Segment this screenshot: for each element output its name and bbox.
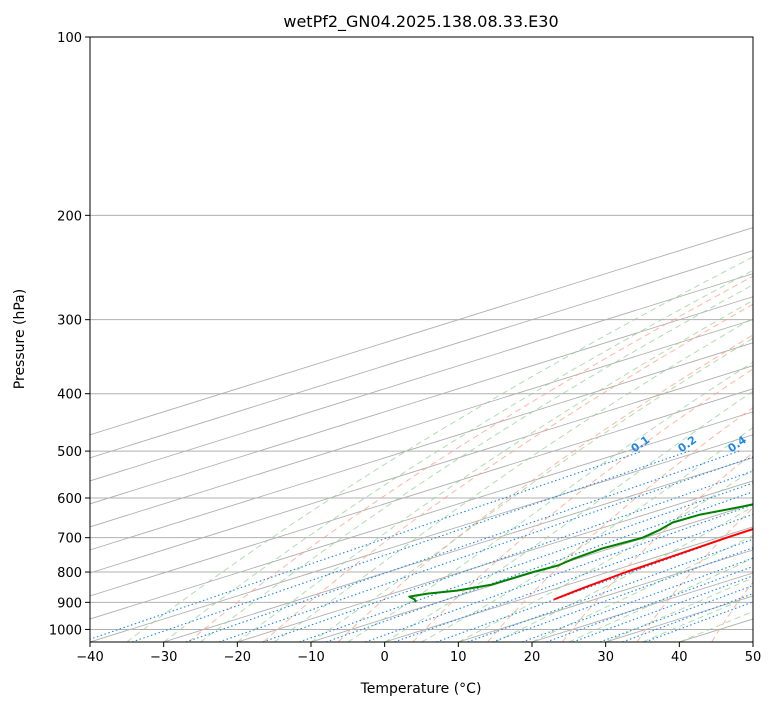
plot-area: 0.10.20.40.611.52346810131620253036-100-… <box>90 37 775 642</box>
dry-adiabat-line <box>636 506 753 642</box>
y-tick-label: 700 <box>57 532 82 547</box>
profile-series <box>408 503 753 603</box>
mixing-ratio-line <box>365 504 753 642</box>
isotherm-line <box>90 319 753 528</box>
x-tick-label: 30 <box>597 650 614 665</box>
chart-title: wetPf2_GN04.2025.138.08.33.E30 <box>283 12 558 32</box>
isotherm-line <box>237 480 753 642</box>
mixing-ratio-line <box>572 575 753 642</box>
x-tick-label: −20 <box>224 650 251 665</box>
mixing-ratio-label: 0.6 <box>756 433 775 455</box>
y-tick-label: 900 <box>57 596 82 611</box>
isotherm-line <box>679 618 753 642</box>
y-tick-label: 1000 <box>49 623 82 638</box>
y-tick-label: 100 <box>57 31 82 46</box>
y-axis-label: Pressure (hPa) <box>12 289 28 389</box>
isotherm-line <box>90 365 753 574</box>
isotherm-line <box>163 457 753 642</box>
isotherm-line <box>90 342 753 551</box>
x-tick-label: 40 <box>671 650 688 665</box>
isotherm-line <box>90 411 753 620</box>
y-axis-ticks: 100 200 300 400 500 600 700 800 900 1000 <box>49 31 90 638</box>
y-tick-label: 600 <box>57 492 82 507</box>
moist-adiabat-line <box>421 426 753 642</box>
moist-adiabat-line <box>200 284 753 642</box>
isotherm-line <box>384 526 753 642</box>
isotherm-line <box>531 572 753 642</box>
y-tick-label: 400 <box>57 388 82 403</box>
isotherm-line <box>90 227 753 436</box>
moist-adiabat-line <box>273 317 753 642</box>
mixing-ratio-line <box>131 450 690 642</box>
mixing-ratio-line <box>185 450 740 642</box>
isotherm-line <box>90 273 753 482</box>
x-axis-label: Temperature (°C) <box>360 681 482 697</box>
moist-adiabat-line <box>310 337 753 642</box>
isotherm-line <box>752 641 753 642</box>
mixing-ratio-line <box>546 565 753 642</box>
isotherm-line <box>90 434 753 642</box>
x-tick-label: 10 <box>450 650 467 665</box>
moist-adiabat-line <box>531 534 753 642</box>
isotherm-line <box>310 503 753 642</box>
dry-adiabat-line <box>711 581 753 642</box>
x-tick-label: 20 <box>524 650 541 665</box>
moist-adiabat-line <box>494 506 753 642</box>
x-axis-ticks: −40 −30 −20 −10 0 10 20 30 40 50 <box>76 642 761 665</box>
y-tick-label: 500 <box>57 445 82 460</box>
x-tick-label: −30 <box>150 650 177 665</box>
y-tick-label: 200 <box>57 209 82 224</box>
mixing-ratio-line <box>90 450 643 640</box>
moist-adiabat-line <box>126 256 753 642</box>
dry-adiabat-line <box>188 275 753 642</box>
mixing-ratio-lines <box>90 450 753 642</box>
horizontal-gridlines <box>90 37 753 630</box>
temperature-profile-line <box>553 528 753 601</box>
moist-adiabat-line <box>642 594 753 642</box>
dewpoint-profile-line <box>408 503 753 603</box>
mixing-ratio-line <box>262 470 753 642</box>
isotherm-line <box>90 296 753 505</box>
mixing-ratio-line <box>325 491 753 642</box>
moist-adiabat-line <box>384 390 753 642</box>
isotherm-line <box>90 388 753 597</box>
x-tick-label: −10 <box>297 650 324 665</box>
x-tick-label: −40 <box>76 650 103 665</box>
mixing-ratio-line <box>521 557 753 642</box>
dry-adiabat-line <box>561 451 753 642</box>
dry-adiabat-line <box>412 368 753 642</box>
mixing-ratio-line <box>218 456 753 642</box>
y-tick-label: 300 <box>57 314 82 329</box>
moist-adiabat-line <box>605 577 753 642</box>
moist-adiabat-line <box>237 299 753 642</box>
mixing-ratio-line <box>492 547 753 642</box>
moist-adiabat-line <box>679 610 753 642</box>
isotherm-line <box>90 250 753 459</box>
moist-adiabats <box>126 256 753 642</box>
dry-adiabat-line <box>263 303 753 642</box>
dry-adiabat-line <box>337 334 753 642</box>
moist-adiabat-line <box>568 557 753 642</box>
dry-adiabats <box>188 275 753 642</box>
dry-adiabat-line <box>487 406 753 642</box>
mixing-ratio-label: 0.2 <box>676 433 699 455</box>
plot-frame <box>89 36 754 643</box>
y-tick-label: 800 <box>57 566 82 581</box>
moist-adiabat-line <box>163 269 753 642</box>
skewed-isotherms <box>90 227 753 642</box>
mixing-ratio-line <box>394 513 753 642</box>
mixing-ratio-label: 0.4 <box>725 433 749 455</box>
mixing-ratio-line <box>467 538 753 642</box>
x-tick-label: 0 <box>381 650 389 665</box>
moist-adiabat-line <box>347 361 753 642</box>
x-tick-label: 50 <box>745 650 762 665</box>
